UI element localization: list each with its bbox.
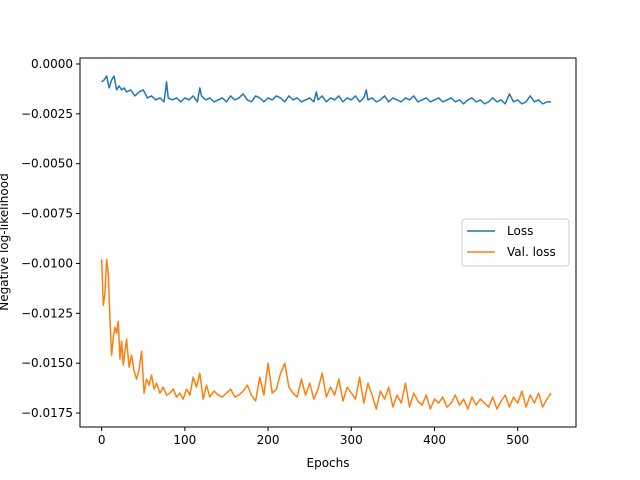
- y-tick-label: −0.0075: [21, 207, 73, 221]
- legend-label: Val. loss: [507, 245, 556, 259]
- y-tick-label: −0.0150: [21, 356, 73, 370]
- legend: Loss Val. loss: [461, 218, 570, 267]
- x-tick-label: 400: [423, 433, 446, 447]
- x-tick-label: 100: [173, 433, 196, 447]
- y-axis-label: Negative log-likelihood: [0, 173, 11, 310]
- y-tick-label: −0.0100: [21, 256, 73, 270]
- y-ticks: 0.0000 −0.0025 −0.0050 −0.0075 −0.0100 −0.012…: [21, 57, 80, 420]
- x-tick-label: 300: [340, 433, 363, 447]
- x-ticks: 0 100 200 300 400 500: [98, 427, 529, 447]
- y-tick-label: −0.0125: [21, 306, 73, 320]
- series-line-val-loss: [100, 258, 552, 410]
- series-layer: [100, 75, 552, 410]
- plot-frame: [79, 57, 577, 428]
- series-line-loss: [101, 75, 552, 105]
- x-tick-label: 500: [506, 433, 529, 447]
- x-tick-label: 200: [257, 433, 280, 447]
- x-tick-label: 0: [98, 433, 106, 447]
- y-tick-label: −0.0050: [21, 157, 73, 171]
- legend-label: Loss: [507, 224, 533, 238]
- y-tick-label: 0.0000: [31, 57, 73, 71]
- x-axis-label: Epochs: [307, 456, 350, 470]
- y-tick-label: −0.0025: [21, 107, 73, 121]
- y-tick-label: −0.0175: [21, 406, 73, 420]
